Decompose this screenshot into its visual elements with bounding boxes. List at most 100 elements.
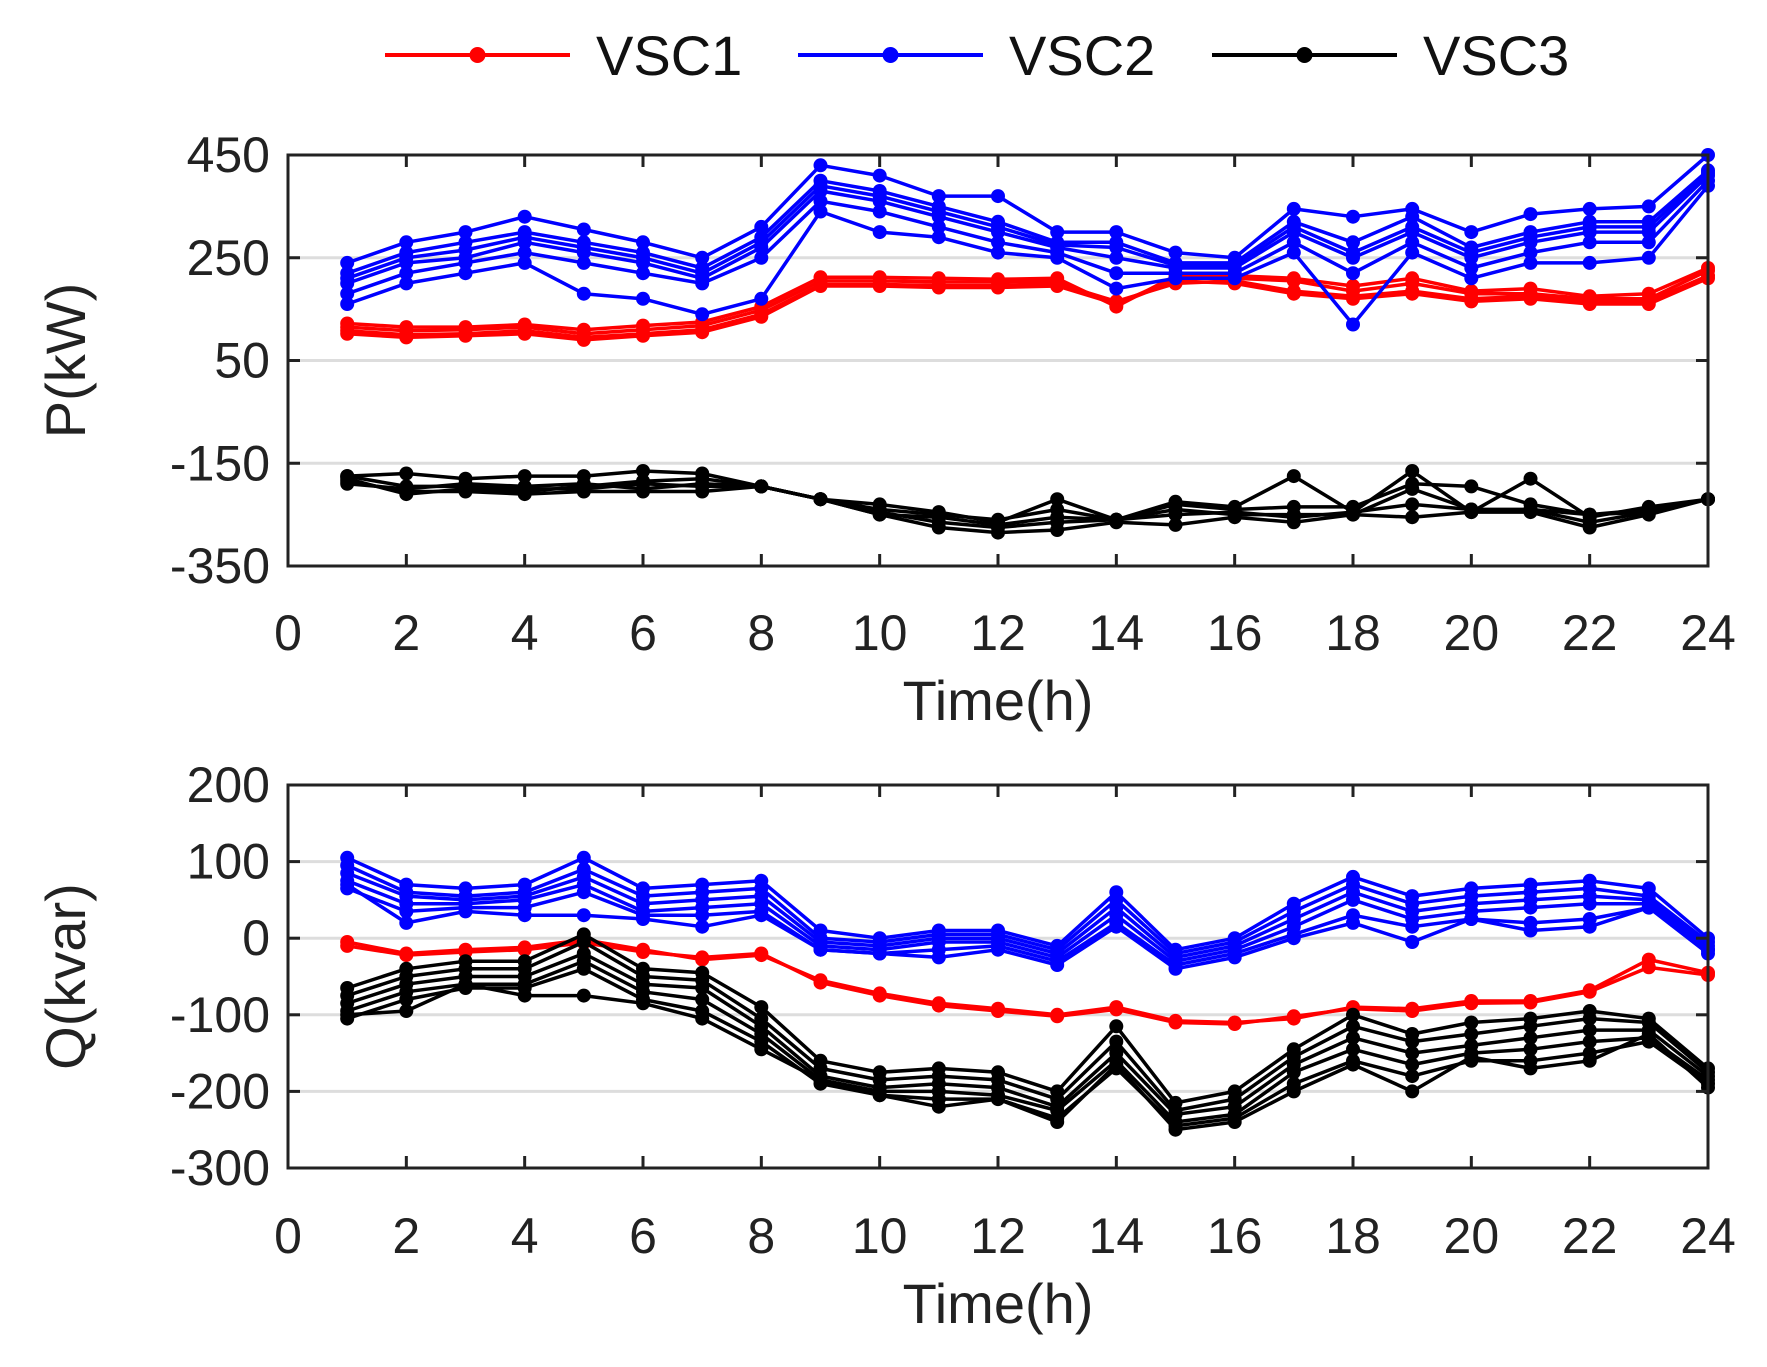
data-point [872,279,887,293]
x-tick-label: 8 [747,1208,775,1264]
data-point [1050,1009,1065,1024]
data-point [458,266,473,281]
data-point [1464,1049,1479,1064]
data-point [1523,900,1538,915]
data-point [931,950,946,965]
data-point [931,204,946,219]
series-polyline [346,856,1710,952]
data-point [1346,235,1360,250]
data-point [1168,507,1183,522]
x-tick-label: 20 [1444,1208,1500,1264]
data-point [754,946,769,961]
data-point [813,194,828,209]
data-point [576,222,591,237]
data-point [1523,255,1538,270]
data-point [813,158,828,173]
data-point [1464,225,1479,240]
data-point [1346,291,1360,306]
data-point [1523,995,1538,1010]
series-polyline [346,951,1710,1117]
data-point [1405,245,1420,260]
data-point [1405,219,1420,234]
data-point [576,988,591,1003]
data-point [813,492,828,507]
y-tick-label: 100 [187,834,270,890]
x-tick-label: 6 [629,605,657,661]
data-point [695,276,710,291]
data-point [1405,464,1420,478]
data-point [931,280,946,295]
series-polyline [346,171,1710,280]
data-point [872,225,887,240]
data-point [931,515,946,530]
y-tick-label: -100 [170,987,270,1043]
series-polyline [347,276,1709,342]
data-point [1286,271,1301,286]
data-point [754,291,769,306]
x-tick-label: 16 [1207,605,1263,661]
data-point [1464,261,1479,275]
data-point [1168,517,1183,532]
data-point [340,297,355,311]
data-point [1286,201,1301,216]
data-point [1346,245,1360,260]
series-vsc3-line-9 [340,935,1715,1118]
legend-item-vsc3: VSC3 [1212,24,1569,87]
data-point [399,276,414,291]
data-point [872,189,887,204]
data-point [1168,245,1183,260]
data-point [1405,1004,1420,1018]
x-tick-label: 24 [1680,1208,1736,1264]
data-point [1286,469,1301,484]
data-point [1346,1042,1360,1057]
data-point [1523,1061,1538,1076]
data-point [458,977,473,992]
legend-marker [469,47,486,63]
series-polyline [347,469,1709,525]
data-point [1523,291,1538,306]
y-tick-label: 0 [242,910,270,966]
data-point [1227,950,1242,965]
data-point [1641,505,1656,520]
data-point [1641,250,1656,265]
data-point [1405,935,1420,949]
x-tick-label: 22 [1562,1208,1618,1264]
x-axis-label: Time(h) [903,1272,1094,1335]
data-point [695,325,710,340]
data-point [1109,225,1124,240]
x-tick-label: 4 [511,605,539,661]
data-point [1641,1027,1656,1041]
data-point [1464,284,1479,299]
data-point [991,235,1005,250]
data-point [1641,900,1656,915]
series-polyline [346,153,1710,265]
data-point [1050,279,1065,293]
data-point [576,935,591,949]
data-point [517,469,532,484]
x-tick-label: 8 [747,605,775,661]
data-point [991,1092,1005,1107]
legend-label: VSC2 [1009,24,1155,87]
series-polyline [346,184,1710,327]
x-tick-label: 12 [970,1208,1026,1264]
data-point [340,326,355,341]
series-polyline [346,879,1710,963]
data-point [1346,915,1360,930]
data-point [458,255,473,270]
data-point [399,250,414,265]
data-point [1464,502,1479,517]
data-point [1405,271,1420,286]
data-point [1346,505,1360,520]
x-tick-label: 10 [852,1208,908,1264]
data-point [754,908,769,923]
data-point [399,320,414,335]
data-point [1168,1122,1183,1137]
data-point [931,230,946,245]
data-point [695,266,710,281]
data-point [1109,250,1124,265]
data-point [576,908,591,923]
data-point [399,479,414,494]
y-tick-label: 450 [187,127,270,183]
legend-label: VSC3 [1423,24,1569,87]
data-point [636,464,650,478]
